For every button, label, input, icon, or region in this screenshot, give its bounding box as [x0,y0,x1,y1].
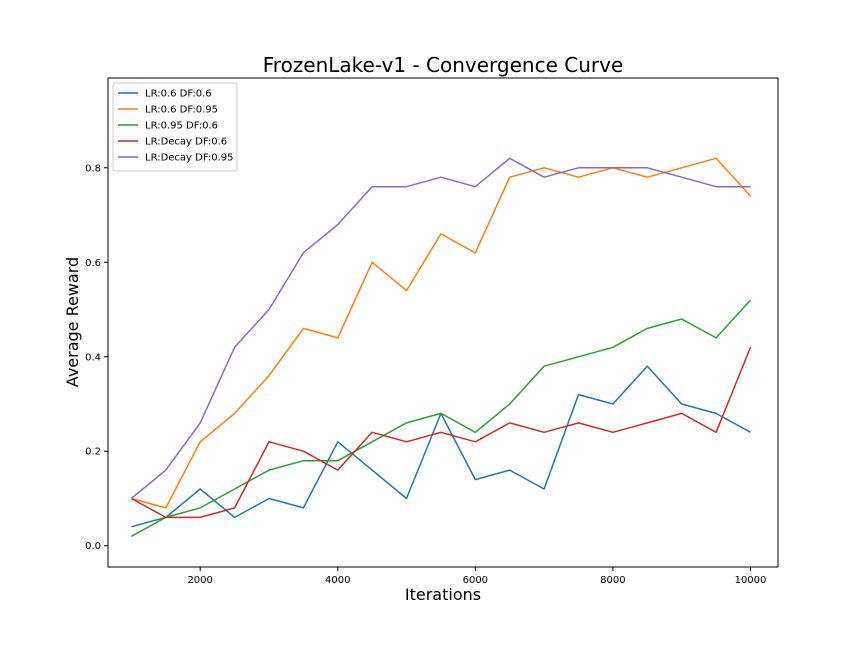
legend-label: LR:Decay DF:0.95 [145,153,233,164]
series-line-2 [131,157,752,509]
x-tick-label: 8000 [600,575,625,586]
series-line-4 [131,347,752,519]
x-tick-label: 2000 [187,575,212,586]
y-tick-label: 0.6 [85,258,101,269]
y-axis-ticks: 0.0 0.2 0.4 0.6 0.8 [85,163,108,552]
y-axis-label: Average Reward [63,257,82,387]
x-axis-label: Iterations [405,585,481,604]
y-tick-label: 0.2 [85,447,101,458]
legend-label: LR:Decay DF:0.6 [145,137,227,148]
legend: LR:0.6 DF:0.6 LR:0.6 DF:0.95 LR:0.95 DF:0.… [112,82,238,172]
x-tick-label: 10000 [735,575,767,586]
legend-label: LR:0.95 DF:0.6 [145,121,218,132]
y-tick-label: 0.4 [85,352,101,363]
x-tick-label: 4000 [325,575,350,586]
legend-box [112,82,238,172]
series-line-3 [131,299,752,537]
y-tick-label: 0.8 [85,163,101,174]
y-tick-label: 0.0 [85,541,101,552]
chart-title: FrozenLake-v1 - Convergence Curve [263,53,624,77]
x-axis-ticks: 2000 4000 6000 8000 10000 [187,567,766,586]
series-line-5 [130,157,751,500]
legend-label: LR:0.6 DF:0.95 [145,105,218,116]
plot-lines [130,157,752,537]
x-tick-label: 6000 [463,575,488,586]
legend-label: LR:0.6 DF:0.6 [145,89,212,100]
plot-area-frame [107,77,779,568]
